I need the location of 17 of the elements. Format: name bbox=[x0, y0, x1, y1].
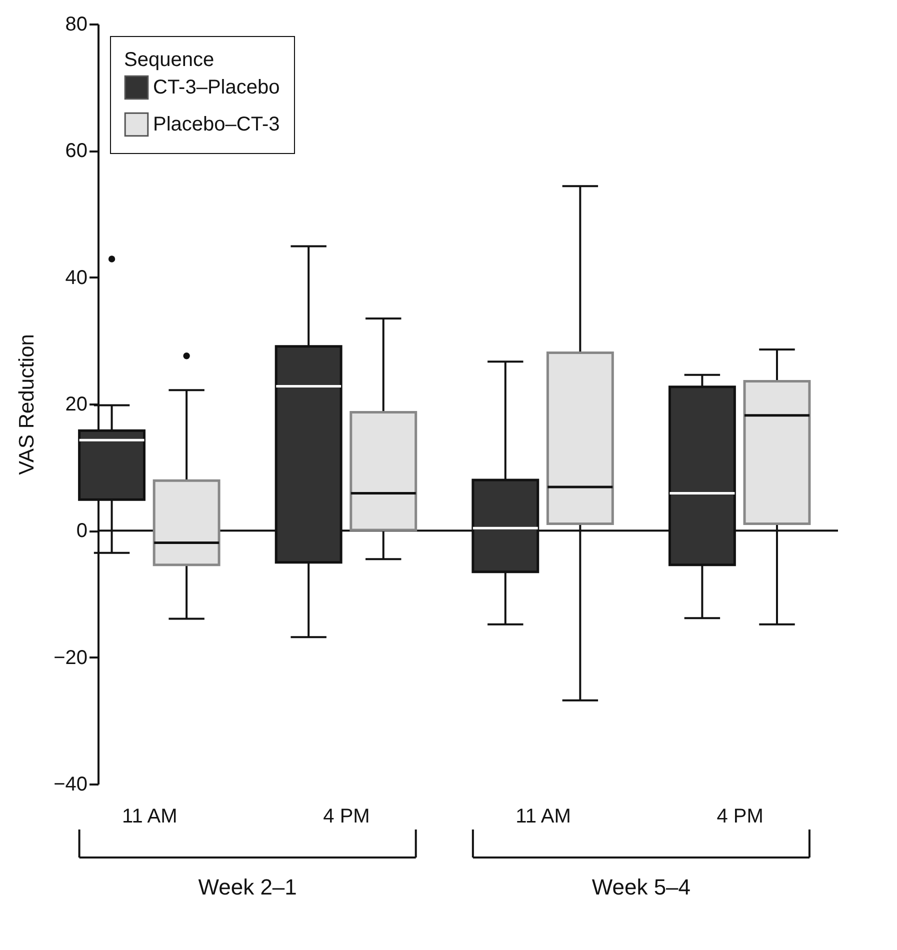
x-tick-label: 11 AM bbox=[122, 806, 178, 828]
y-tick-label: 0 bbox=[76, 520, 88, 542]
y-tick-label: 20 bbox=[65, 394, 88, 416]
text: Week 2–1 bbox=[198, 874, 297, 900]
y-tick-label: −20 bbox=[54, 646, 88, 669]
x-tick-label: 4 PM bbox=[323, 806, 370, 828]
legend-label: Placebo–CT-3 bbox=[153, 114, 280, 136]
y-axis-title: VAS Reduction bbox=[16, 334, 39, 475]
legend-title: Sequence bbox=[124, 49, 214, 71]
text: Week 5–4 bbox=[592, 874, 691, 900]
legend-label: CT-3–Placebo bbox=[153, 76, 280, 98]
y-tick-label: 40 bbox=[65, 266, 88, 289]
x-tick-label: 4 PM bbox=[716, 806, 764, 828]
y-tick-label: 80 bbox=[65, 14, 88, 36]
y-tick-label: 60 bbox=[65, 140, 88, 162]
x-tick-label: 11 AM bbox=[516, 806, 571, 828]
y-tick-label: −40 bbox=[54, 774, 88, 796]
